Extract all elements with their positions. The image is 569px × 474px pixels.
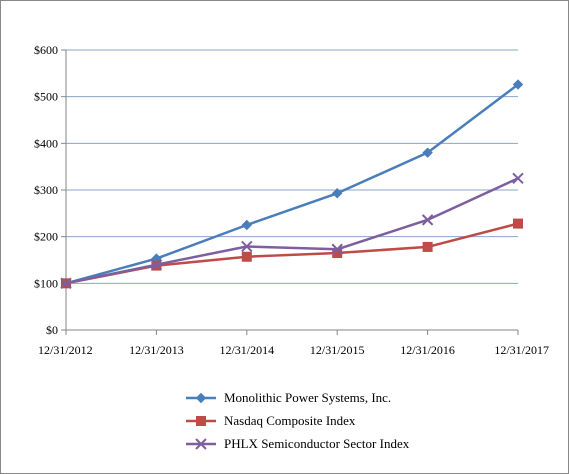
data-point-series-1	[512, 79, 524, 90]
marker-stroke	[331, 243, 343, 255]
y-tick-label: $200	[34, 230, 58, 244]
y-tick-label: $300	[34, 183, 58, 197]
data-point-series-3	[421, 214, 434, 226]
data-point-series-1	[331, 188, 343, 199]
data-point-series-3	[512, 172, 524, 185]
x-tick-label: 12/31/2017	[494, 343, 549, 357]
series-line-2	[65, 222, 519, 285]
series-line-1	[65, 83, 519, 285]
legend-label-2: Nasdaq Composite Index	[224, 413, 356, 428]
data-point-series-2	[241, 251, 252, 262]
y-tick-label: $600	[34, 43, 58, 57]
data-point-series-1	[241, 219, 253, 231]
data-point-series-3	[241, 240, 253, 253]
x-tick-label: 12/31/2016	[400, 343, 455, 357]
data-point-series-1	[422, 147, 433, 158]
marker-stroke	[421, 214, 434, 226]
data-point-series-2	[422, 241, 433, 252]
x-tick-label: 12/31/2014	[219, 343, 274, 357]
legend-label-1: Monolithic Power Systems, Inc.	[224, 390, 391, 405]
x-tick-labels: 12/31/2012 12/31/2013 12/31/2014 12/31/2015…	[38, 343, 549, 357]
data-point-series-3	[331, 243, 343, 255]
x-tick-label: 12/31/2013	[129, 343, 184, 357]
y-tick-label: $0	[46, 323, 58, 337]
data-point-series-3	[150, 258, 163, 271]
marker-stroke	[512, 172, 524, 185]
axes	[61, 49, 519, 335]
legend-marker-2	[196, 416, 206, 426]
x-tick-label: 12/31/2012	[38, 343, 93, 357]
x-tick-label: 12/31/2015	[310, 343, 365, 357]
legend-marker-1	[195, 392, 207, 404]
y-tick-labels: $0 $100 $200 $300 $400 $500 $600	[34, 43, 58, 337]
y-tick-label: $400	[34, 136, 58, 150]
gridlines	[66, 49, 518, 284]
marker-stroke	[241, 240, 253, 253]
legend-label-3: PHLX Semiconductor Sector Index	[224, 436, 410, 451]
legend: Monolithic Power Systems, Inc. Nasdaq Com…	[186, 390, 410, 451]
marker-stroke	[60, 277, 72, 290]
y-tick-label: $100	[34, 276, 58, 290]
series-lines	[60, 79, 524, 290]
legend-marker-3	[195, 438, 207, 450]
marker-stroke	[195, 438, 207, 450]
data-point-series-2	[513, 218, 523, 229]
marker-stroke	[150, 258, 163, 271]
data-point-series-3	[60, 277, 72, 290]
y-tick-label: $500	[34, 90, 58, 104]
series-line-3	[65, 177, 519, 285]
